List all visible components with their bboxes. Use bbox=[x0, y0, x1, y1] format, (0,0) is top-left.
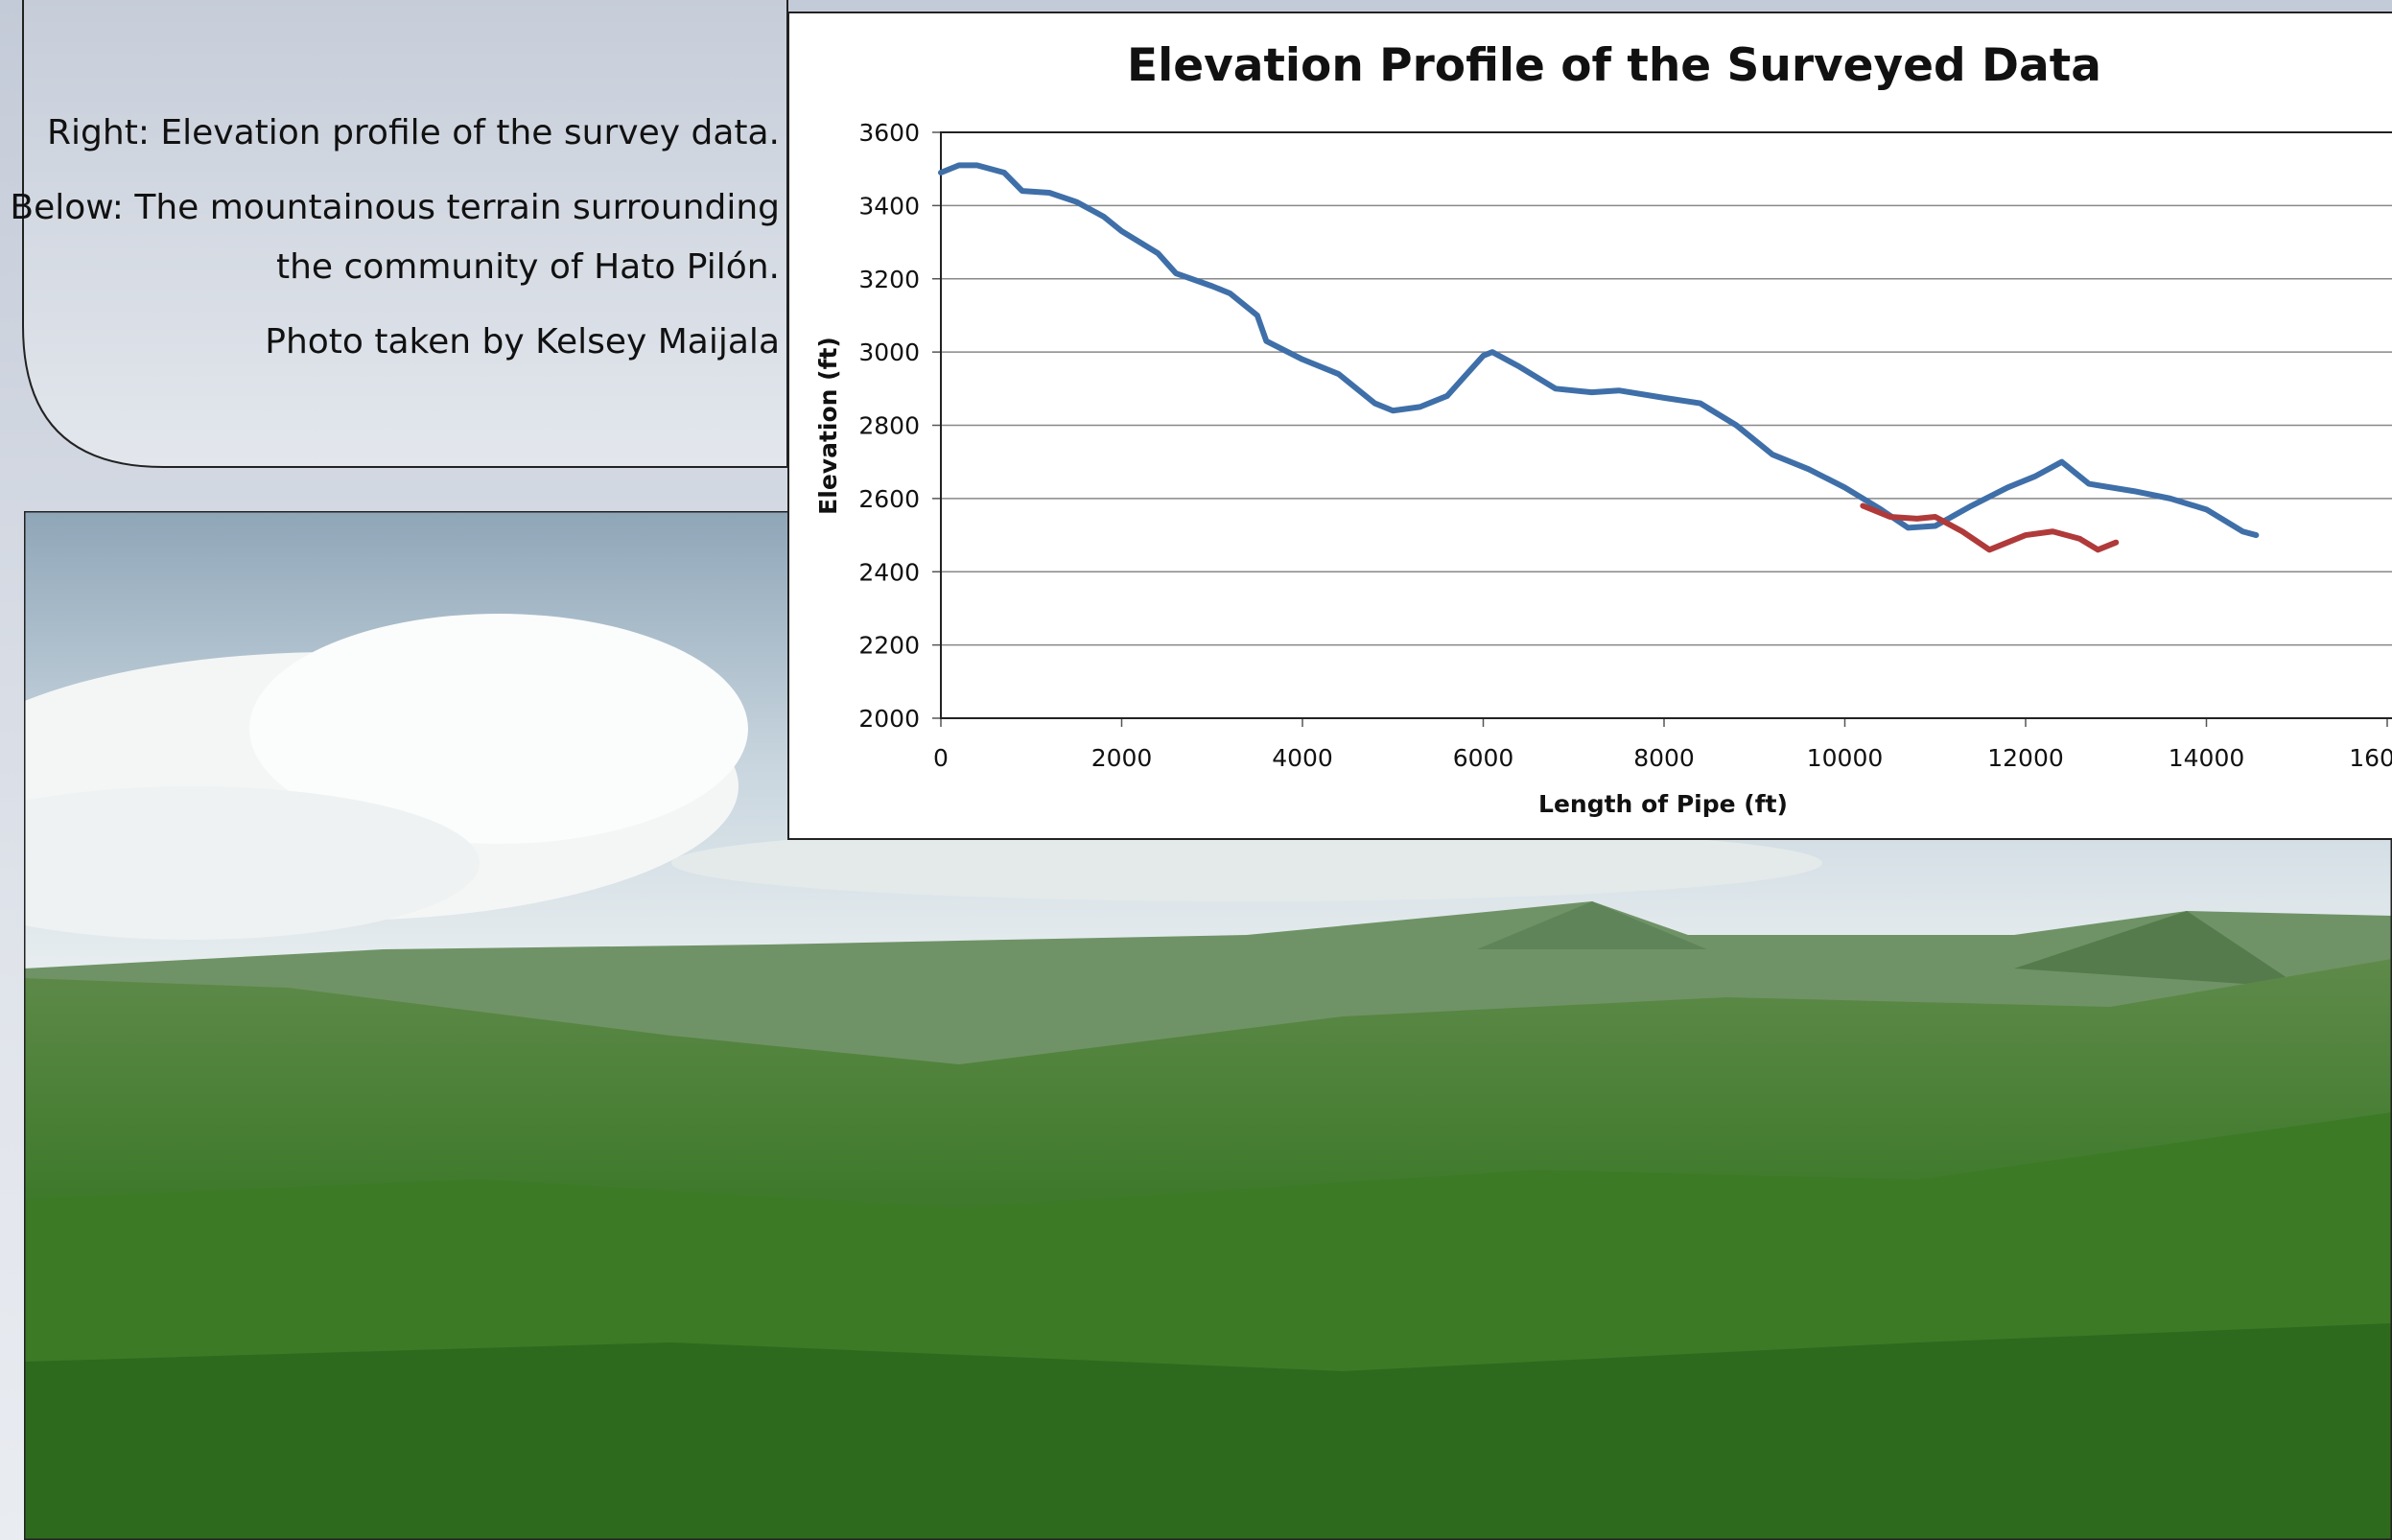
y-tick-label: 3600 bbox=[858, 119, 920, 147]
y-tick-label: 2600 bbox=[858, 485, 920, 513]
y-axis-title: Elevation (ft) bbox=[814, 337, 842, 515]
chart: Elevation Profile of the Surveyed Data E… bbox=[788, 12, 2392, 839]
y-tick-label: 2000 bbox=[858, 705, 920, 733]
caption-box bbox=[23, 0, 787, 467]
x-tick-label: 8000 bbox=[1633, 744, 1695, 772]
caption-line: Below: The mountainous terrain surroundi… bbox=[10, 188, 780, 227]
x-tick-label: 2000 bbox=[1091, 744, 1153, 772]
x-tick-label: 12000 bbox=[1987, 744, 2064, 772]
x-tick-label: 4000 bbox=[1272, 744, 1333, 772]
x-tick-label: 10000 bbox=[1807, 744, 1884, 772]
x-tick-label: 14000 bbox=[2169, 744, 2245, 772]
y-tick-label: 3000 bbox=[858, 338, 920, 366]
slide: Right: Elevation profile of the survey d… bbox=[0, 0, 2392, 1540]
caption-line: Photo taken by Kelsey Maijala bbox=[265, 322, 780, 362]
x-tick-label: 0 bbox=[933, 744, 949, 772]
slide-canvas: Right: Elevation profile of the survey d… bbox=[0, 0, 2392, 1540]
caption-line: the community of Hato Pilón. bbox=[276, 247, 780, 287]
x-tick-label: 16000 bbox=[2349, 744, 2392, 772]
y-tick-label: 3200 bbox=[858, 266, 920, 293]
y-tick-label: 2800 bbox=[858, 412, 920, 440]
chart-title: Elevation Profile of the Surveyed Data bbox=[1127, 39, 2101, 92]
y-tick-label: 3400 bbox=[858, 192, 920, 220]
y-tick-label: 2400 bbox=[858, 558, 920, 586]
caption-line: Right: Elevation profile of the survey d… bbox=[47, 113, 780, 152]
x-tick-label: 6000 bbox=[1453, 744, 1514, 772]
y-tick-label: 2200 bbox=[858, 632, 920, 660]
x-axis-title: Length of Pipe (ft) bbox=[1538, 790, 1788, 818]
